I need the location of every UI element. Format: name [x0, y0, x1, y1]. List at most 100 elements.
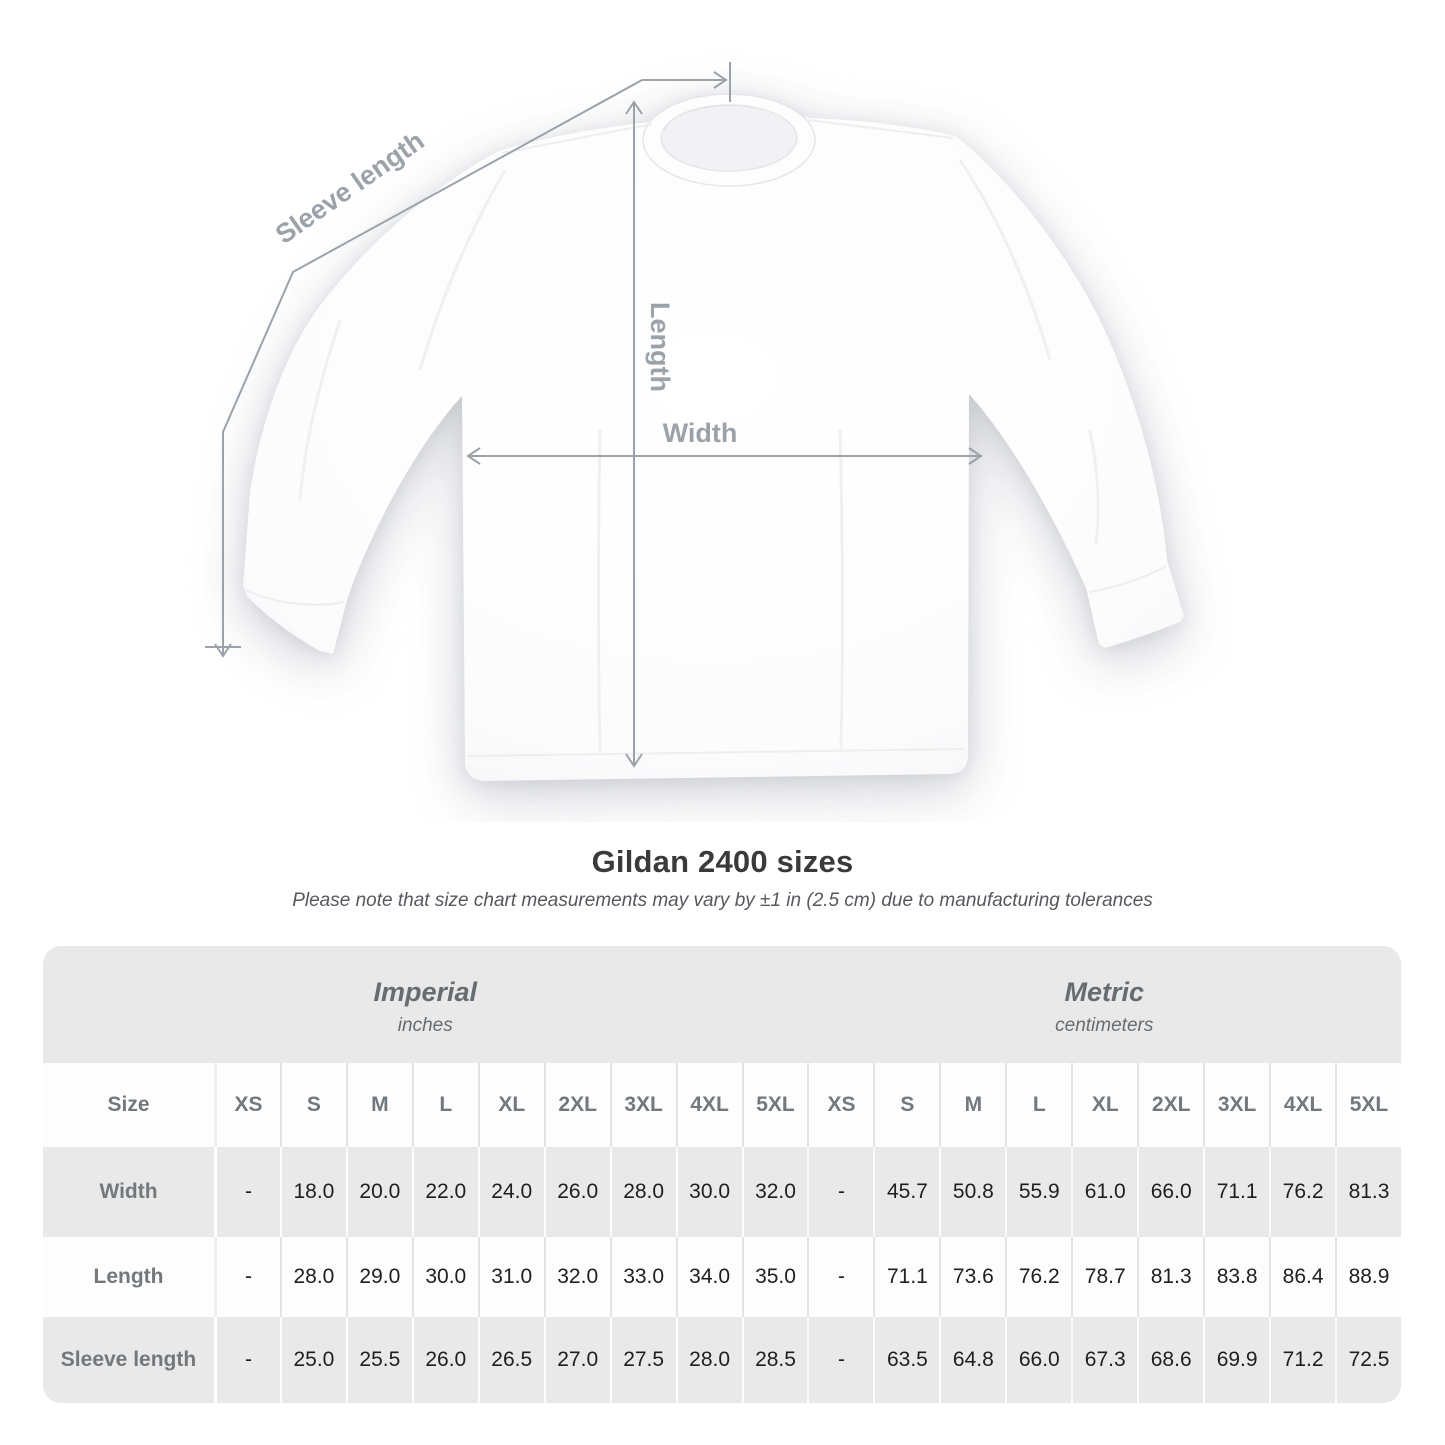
size-header-cell: 4XL	[1269, 1063, 1335, 1147]
value-cell: -	[214, 1317, 280, 1403]
unit-header-row: Imperial inches Metric centimeters	[43, 946, 1401, 1063]
size-chart-note: Please note that size chart measurements…	[292, 890, 1153, 911]
corner-header-size: Size	[107, 1093, 150, 1116]
arrow-right-icon	[713, 71, 728, 89]
size-header-cell: XS	[214, 1063, 280, 1147]
value-cell: 86.4	[1269, 1237, 1335, 1317]
arrow-down-icon	[625, 753, 643, 768]
value-cell: 63.5	[873, 1317, 939, 1403]
size-header-cell: XS	[807, 1063, 873, 1147]
value-cell: 66.0	[1137, 1147, 1203, 1237]
size-header-cell: M	[345, 1063, 412, 1147]
value-cell: 25.5	[345, 1317, 412, 1403]
unit-sub-imperial: inches	[397, 1014, 453, 1036]
size-header-cell: XL	[1071, 1063, 1137, 1147]
value-cell: 31.0	[477, 1237, 544, 1317]
length-label: Length	[645, 302, 675, 392]
size-header-cell: S	[873, 1063, 939, 1147]
value-cell: 83.8	[1203, 1237, 1269, 1317]
unit-header-imperial: Imperial inches	[43, 946, 808, 1063]
value-cell: 33.0	[609, 1237, 676, 1317]
value-cell: 61.0	[1071, 1147, 1137, 1237]
table-row-width: Width - 18.0 20.0 22.0 24.0 26.0 28.0 30…	[43, 1147, 1401, 1237]
size-chart-title: Gildan 2400 sizes	[591, 844, 854, 879]
value-cell: 32.0	[543, 1237, 610, 1317]
value-cell: 64.8	[939, 1317, 1005, 1403]
value-cell: 28.0	[609, 1147, 676, 1237]
value-cell: 45.7	[873, 1147, 939, 1237]
value-cell: 78.7	[1071, 1237, 1137, 1317]
value-cell: 67.3	[1071, 1317, 1137, 1403]
shirt-illustration: Sleeve length Length Width	[205, 62, 1184, 781]
size-header-cell: 2XL	[543, 1063, 610, 1147]
value-cell: -	[807, 1237, 873, 1317]
value-cell: 30.0	[675, 1147, 742, 1237]
arrow-right-icon	[968, 447, 983, 465]
value-cell: 68.6	[1137, 1317, 1203, 1403]
value-cell: 71.1	[873, 1237, 939, 1317]
size-header-cell: 2XL	[1137, 1063, 1203, 1147]
size-header-cell: 4XL	[675, 1063, 742, 1147]
length-arrow	[625, 100, 643, 768]
value-cell: 50.8	[939, 1147, 1005, 1237]
value-cell: 24.0	[477, 1147, 544, 1237]
size-header-cell: 3XL	[1203, 1063, 1269, 1147]
value-cell: 71.2	[1269, 1317, 1335, 1403]
size-header-cell: L	[1005, 1063, 1071, 1147]
value-cell: 69.9	[1203, 1317, 1269, 1403]
value-cell: 28.0	[675, 1317, 742, 1403]
size-header-cell: M	[939, 1063, 1005, 1147]
unit-header-metric: Metric centimeters	[808, 946, 1402, 1063]
value-cell: 30.0	[411, 1237, 478, 1317]
table-row-sleeve-length: Sleeve length - 25.0 25.5 26.0 26.5 27.0…	[43, 1317, 1401, 1403]
value-cell: 29.0	[345, 1237, 412, 1317]
value-cell: 26.0	[543, 1147, 610, 1237]
value-cell: 27.0	[543, 1317, 610, 1403]
value-cell: 88.9	[1335, 1237, 1401, 1317]
arrow-up-icon	[625, 100, 643, 115]
long-sleeve-shirt	[243, 93, 1184, 781]
table-row-length: Length - 28.0 29.0 30.0 31.0 32.0 33.0 3…	[43, 1237, 1401, 1317]
measurement-lines	[205, 62, 983, 768]
value-cell: 20.0	[345, 1147, 412, 1237]
shirt-measurement-diagram: Sleeve length Length Width	[205, 62, 1184, 781]
value-cell: 71.1	[1203, 1147, 1269, 1237]
width-arrow	[466, 447, 983, 465]
value-cell: 76.2	[1269, 1147, 1335, 1237]
collar	[642, 93, 816, 187]
size-table: Imperial inches Metric centimeters Size …	[43, 946, 1401, 1403]
value-cell: 55.9	[1005, 1147, 1071, 1237]
value-cell: 22.0	[411, 1147, 478, 1237]
row-label-length: Length	[93, 1265, 164, 1288]
value-cell: 27.5	[609, 1317, 676, 1403]
value-cell: -	[807, 1317, 873, 1403]
size-header-cell: S	[279, 1063, 346, 1147]
value-cell: -	[807, 1147, 873, 1237]
value-cell: 18.0	[279, 1147, 346, 1237]
width-label: Width	[663, 418, 738, 448]
unit-name-metric: Metric	[1064, 976, 1145, 1007]
value-cell: 26.0	[411, 1317, 478, 1403]
value-cell: 32.0	[741, 1147, 808, 1237]
size-header-cell: 5XL	[741, 1063, 808, 1147]
value-cell: 26.5	[477, 1317, 544, 1403]
size-header-cell: L	[411, 1063, 478, 1147]
value-cell: 73.6	[939, 1237, 1005, 1317]
value-cell: 66.0	[1005, 1317, 1071, 1403]
value-cell: 81.3	[1137, 1237, 1203, 1317]
value-cell: 76.2	[1005, 1237, 1071, 1317]
size-header-row: Size XS S M L XL 2XL 3XL 4XL 5XL XS S M …	[43, 1063, 1401, 1147]
value-cell: 28.0	[279, 1237, 346, 1317]
value-cell: -	[214, 1237, 280, 1317]
sleeve-length-line	[205, 62, 731, 658]
unit-name-imperial: Imperial	[373, 976, 478, 1007]
size-header-cell: 5XL	[1335, 1063, 1401, 1147]
size-header-cell: 3XL	[609, 1063, 676, 1147]
neck-opening	[661, 106, 797, 172]
unit-sub-metric: centimeters	[1055, 1014, 1154, 1036]
value-cell: 35.0	[741, 1237, 808, 1317]
size-header-cell: XL	[477, 1063, 544, 1147]
arrow-left-icon	[466, 447, 481, 465]
value-cell: 72.5	[1335, 1317, 1401, 1403]
value-cell: 25.0	[279, 1317, 346, 1403]
